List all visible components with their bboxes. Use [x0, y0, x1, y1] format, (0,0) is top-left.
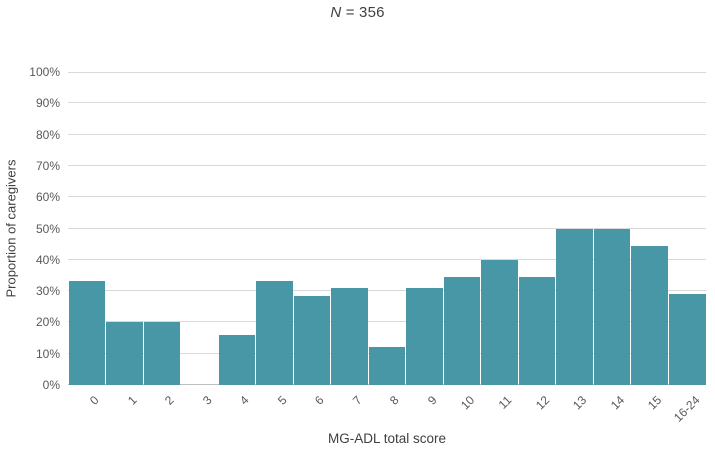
- y-tick-label: 0%: [42, 378, 60, 392]
- bar-13: [556, 228, 593, 385]
- gridline: [68, 133, 706, 135]
- bar-10: [443, 276, 481, 385]
- gridline: [68, 196, 706, 198]
- x-tick-label: 6: [312, 393, 327, 408]
- x-tick: 10: [443, 386, 481, 428]
- x-tick-label: 1: [124, 393, 140, 408]
- x-tick: 15: [631, 386, 669, 428]
- x-tick-label: 9: [424, 393, 440, 408]
- bar-14: [593, 228, 631, 385]
- x-tick-label: 12: [532, 393, 553, 413]
- x-tick: 4: [218, 386, 256, 428]
- x-tick-label: 5: [274, 393, 290, 408]
- y-tick-label: 80%: [35, 127, 60, 142]
- x-tick: 2: [143, 386, 181, 428]
- y-tick-label: 60%: [35, 190, 60, 205]
- y-tick-label: 50%: [35, 221, 60, 236]
- bar-9: [406, 287, 443, 385]
- bar-4: [218, 334, 256, 385]
- bar-6: [293, 295, 331, 385]
- bar-series: [68, 72, 706, 385]
- x-tick-label: 3: [199, 393, 215, 408]
- gridline: [68, 227, 706, 229]
- x-tick: 12: [518, 386, 556, 428]
- y-tick-label: 30%: [35, 284, 60, 299]
- x-tick-label: 8: [387, 393, 402, 408]
- x-tick-label: 0: [87, 393, 102, 408]
- gridline: [68, 258, 706, 260]
- x-tick: 9: [406, 386, 444, 428]
- x-tick: 8: [368, 386, 406, 428]
- y-tick-label: 10%: [35, 346, 60, 361]
- x-tick: 1: [106, 386, 144, 428]
- bar-7: [331, 287, 368, 385]
- chart-title-n: N: [330, 4, 342, 21]
- x-tick: 16-24: [669, 386, 707, 428]
- bar-15: [631, 245, 668, 385]
- x-tick: 11: [481, 386, 519, 428]
- x-tick: 13: [556, 386, 594, 428]
- gridline: [68, 290, 706, 292]
- y-tick-label: 20%: [35, 315, 60, 330]
- x-tick: 6: [293, 386, 331, 428]
- x-tick: 3: [181, 386, 219, 428]
- x-tick-label: 7: [349, 393, 365, 408]
- bar-8: [368, 347, 406, 385]
- y-tick-label: 70%: [35, 158, 60, 173]
- bar-2: [143, 322, 181, 385]
- y-tick-label: 40%: [35, 252, 60, 267]
- bar-5: [256, 280, 293, 385]
- x-tick: 14: [593, 386, 631, 428]
- gridline: [68, 321, 706, 323]
- x-axis-title: MG-ADL total score: [327, 431, 447, 446]
- bar-16-24: [669, 294, 706, 385]
- x-tick-label: 13: [570, 393, 590, 413]
- bar-0: [68, 280, 106, 385]
- x-tick: 5: [256, 386, 294, 428]
- chart-title: N = 356: [0, 4, 715, 21]
- x-tick-label: 11: [495, 393, 515, 412]
- gridline: [68, 102, 706, 104]
- x-tick-label: 14: [607, 393, 628, 413]
- x-tick: 7: [331, 386, 369, 428]
- bar-1: [106, 322, 143, 385]
- gridline: [68, 164, 706, 166]
- x-tick-label: 2: [162, 393, 177, 408]
- x-tick-label: 4: [237, 393, 252, 408]
- x-tick-label: 10: [457, 393, 477, 413]
- x-tick-label: 16-24: [670, 393, 703, 425]
- x-tick-label: 15: [645, 393, 665, 413]
- y-tick-label: 100%: [29, 65, 60, 79]
- x-axis-tick-labels: 0 1 2 3 4 5 6 7 8 9 10 11 12 13 14 15 16-24: [68, 386, 706, 428]
- y-tick-label: 90%: [35, 96, 60, 111]
- gridline: [68, 72, 706, 73]
- y-axis-tick-labels: 0% 10% 20% 30% 40% 50% 60% 70% 80% 90% 100%: [0, 65, 60, 392]
- bar-12: [518, 276, 556, 385]
- plot-area: [68, 72, 706, 385]
- bar-11: [481, 259, 518, 385]
- chart-title-value: = 356: [341, 4, 385, 21]
- x-tick: 0: [68, 386, 106, 428]
